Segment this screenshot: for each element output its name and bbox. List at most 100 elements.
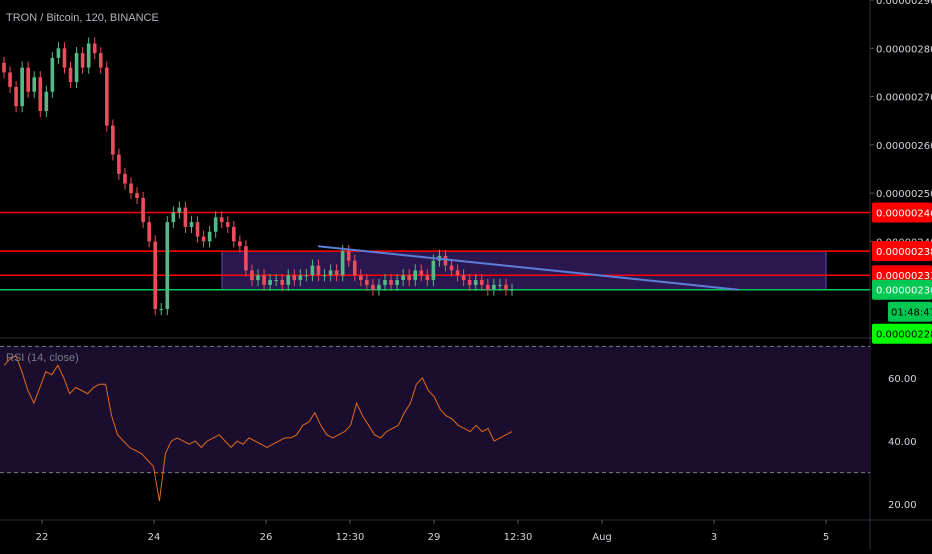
candle-body[interactable] [274,280,278,282]
candle-body[interactable] [286,275,291,285]
candle-body[interactable] [44,91,49,112]
candle-body[interactable] [153,241,158,310]
candle-body[interactable] [346,251,351,261]
candle-body[interactable] [189,222,194,227]
candle-body[interactable] [407,275,412,281]
candle-body[interactable] [26,67,31,92]
time-axis-label: Aug [592,532,612,543]
consolidation-zone[interactable] [221,250,827,291]
candle-body[interactable] [449,265,454,271]
candle-body[interactable] [98,53,103,68]
price-tick-label: 0.00000270 [876,93,932,104]
candle-body[interactable] [340,251,345,276]
candle-body[interactable] [56,48,61,58]
candle-body[interactable] [117,154,121,174]
candle-body[interactable] [479,280,484,285]
candle-body[interactable] [8,72,12,87]
candle-body[interactable] [92,43,97,54]
candle-body[interactable] [389,280,393,285]
candle-body[interactable] [2,62,6,73]
price-badge [872,241,932,262]
price-badge [872,279,932,300]
candle-body[interactable] [322,275,327,277]
price-tick-label: 0.00000290 [876,0,932,7]
candle-body[interactable] [171,212,176,223]
candle-body[interactable] [292,275,297,281]
candle-body[interactable] [38,77,43,112]
candle-body[interactable] [207,231,212,242]
trendline[interactable] [317,245,739,291]
candle-body[interactable] [358,275,363,281]
candle-body[interactable] [135,193,139,198]
candle-body[interactable] [123,173,127,184]
candle-body[interactable] [141,197,145,223]
candle-body[interactable] [195,222,200,237]
candle-body[interactable] [165,222,170,310]
candle-body[interactable] [262,275,266,285]
candle-body[interactable] [74,53,79,83]
candle-body[interactable] [383,280,387,285]
candle-body[interactable] [328,270,333,276]
candle-body[interactable] [68,67,73,83]
candle-body[interactable] [213,217,218,232]
candle-body[interactable] [371,284,375,290]
candle-body[interactable] [510,289,514,291]
candle-body[interactable] [62,48,67,68]
candle-body[interactable] [473,280,478,285]
candle-body[interactable] [32,77,37,92]
candle-body[interactable] [238,241,242,247]
candle-body[interactable] [419,270,424,276]
candle-body[interactable] [14,86,18,107]
candle-body[interactable] [316,265,321,276]
candle-body[interactable] [201,236,206,242]
candle-body[interactable] [425,275,430,281]
candle-body[interactable] [231,226,236,242]
candle-body[interactable] [104,67,109,126]
candle-body[interactable] [256,275,260,281]
candle-body[interactable] [129,183,133,194]
candle-body[interactable] [80,53,85,68]
candle-body[interactable] [467,280,472,285]
candle-body[interactable] [455,270,460,276]
candle-body[interactable] [377,284,381,290]
candle-body[interactable] [268,280,272,285]
candle-body[interactable] [413,270,418,281]
candle-body[interactable] [504,284,508,290]
candle-body[interactable] [461,275,466,281]
candle-body[interactable] [310,265,315,276]
candle-body[interactable] [250,270,254,281]
candle-body[interactable] [177,207,182,213]
candle-body[interactable] [111,125,115,155]
candle-body[interactable] [225,222,230,227]
candle-body[interactable] [280,280,285,285]
price-badge-label: 0.00000233 [876,271,932,282]
candle-body[interactable] [159,309,164,311]
candle-body[interactable] [443,255,448,266]
candle-body[interactable] [298,275,303,281]
rsi-line[interactable] [3,355,513,502]
candle-body[interactable] [304,275,309,277]
candle-body[interactable] [183,207,188,227]
price-badge-label: 0.00000238 [876,247,932,258]
candle-body[interactable] [20,67,24,107]
time-axis-label: 24 [148,532,161,543]
candle-body[interactable] [219,217,224,223]
candle-body[interactable] [401,275,405,281]
candle-body[interactable] [86,43,91,68]
candle-body[interactable] [352,260,357,276]
candle-body[interactable] [50,57,55,92]
rsi-band [0,346,870,473]
rsi-legend[interactable]: RSI (14, close) [6,352,79,364]
candle-body[interactable] [492,284,496,290]
candle-body[interactable] [365,280,369,285]
candle-body[interactable] [485,284,490,290]
candle-body[interactable] [244,246,248,271]
candle-body[interactable] [395,280,399,285]
candle-body[interactable] [498,284,502,286]
candle-body[interactable] [147,222,151,242]
candle-body[interactable] [334,270,339,276]
symbol-legend[interactable]: TRON / Bitcoin, 120, BINANCE [6,12,159,24]
candle-body[interactable] [431,260,436,281]
